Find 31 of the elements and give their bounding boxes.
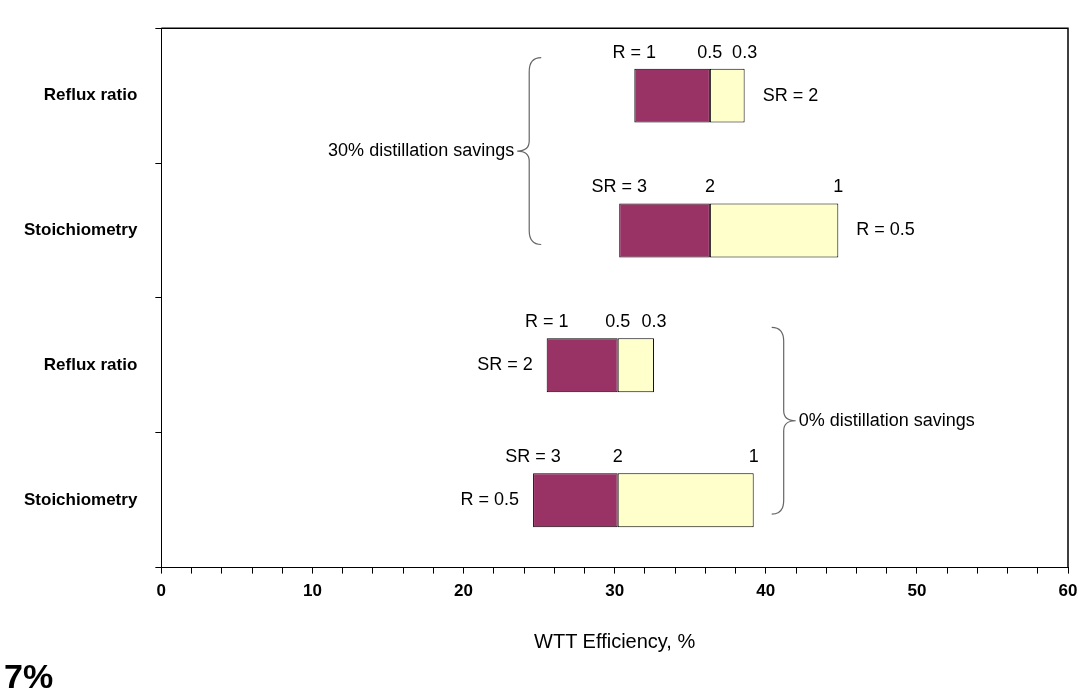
annotation: 0% distillation savings xyxy=(798,409,975,430)
y-tick-label: Reflux ratio xyxy=(43,85,138,105)
y-tick-label: Stoichiometry xyxy=(24,220,138,240)
annotation: 0.5 xyxy=(605,311,631,332)
x-tick-label: 0 xyxy=(156,581,167,601)
y-tick-label: Stoichiometry xyxy=(24,489,138,509)
annotation: SR = 2 xyxy=(762,84,819,105)
annotation: R = 1 xyxy=(524,311,569,332)
annotation: 0.3 xyxy=(732,41,758,62)
x-axis-title: WTT Efficiency, % xyxy=(534,629,696,652)
x-tick-label: 10 xyxy=(303,581,322,601)
annotation: R = 1 xyxy=(612,41,657,62)
x-tick-label: 50 xyxy=(907,581,927,601)
x-tick-label: 20 xyxy=(454,581,474,601)
text: 7% xyxy=(4,657,54,696)
x-tick-label: 40 xyxy=(756,581,776,601)
annotation: 2 xyxy=(612,446,623,467)
annotation: R = 0.5 xyxy=(856,219,915,240)
x-tick-label: 30 xyxy=(605,581,625,601)
annotation: 2 xyxy=(704,176,715,197)
annotation: 0.3 xyxy=(641,311,667,332)
annotation: 0.5 xyxy=(697,41,723,62)
annotation: SR = 3 xyxy=(591,176,647,197)
annotation: SR = 2 xyxy=(477,354,533,375)
annotation: 30% distillation savings xyxy=(328,140,515,161)
x-tick-label: 60 xyxy=(1058,581,1078,601)
annotation: 1 xyxy=(833,176,844,197)
annotation: R = 0.5 xyxy=(460,489,520,510)
annotation: SR = 3 xyxy=(505,446,561,467)
annotation: 1 xyxy=(748,446,759,467)
y-tick-label: Reflux ratio xyxy=(43,355,138,375)
